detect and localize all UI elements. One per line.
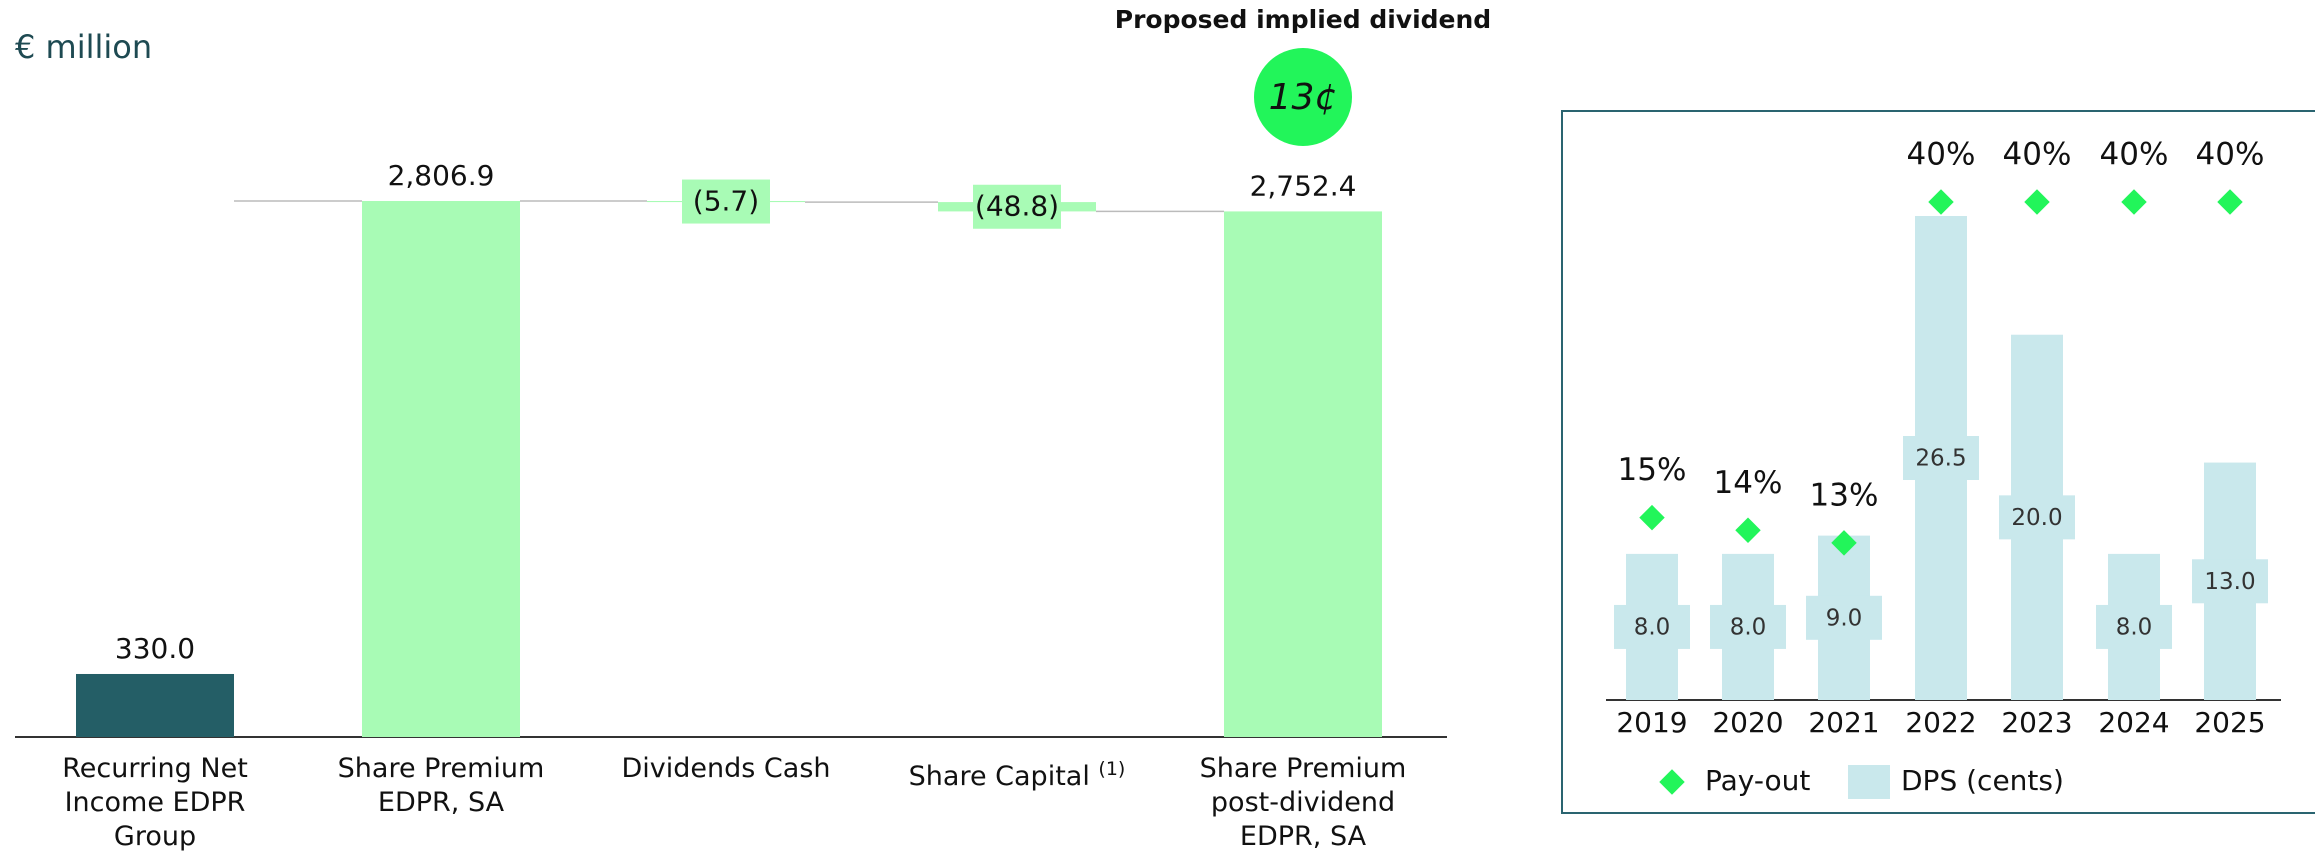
label-box: [2192, 559, 2268, 604]
label-box: [1903, 436, 1979, 480]
data-label: 13%: [1810, 477, 1879, 513]
x-tick-label: Share Premium post-dividend EDPR, SA: [1183, 752, 1423, 854]
data-label: 14%: [1714, 465, 1783, 501]
x-tick-label: 2024: [2098, 706, 2169, 739]
data-label: 20.0: [2011, 505, 2062, 531]
data-label: 26.5: [1915, 446, 1966, 472]
label-box: [1710, 604, 1786, 649]
data-label: 9.0: [1826, 605, 1863, 631]
x-tick-text: Share Capital: [908, 761, 1090, 792]
x-tick-text: Recurring Net Income EDPR Group: [62, 753, 248, 852]
x-tick-label: 2025: [2194, 706, 2265, 739]
legend-label: DPS (cents): [1901, 764, 2064, 797]
panel-border: [1561, 110, 2315, 814]
label-box: [1806, 595, 1882, 640]
marker: [1735, 517, 1761, 543]
data-label: 40%: [1907, 137, 1976, 173]
x-tick-text: Share Premium post-dividend EDPR, SA: [1199, 753, 1407, 852]
x-tick-label: Share Premium EDPR, SA: [321, 752, 561, 820]
x-tick-text: Share Premium EDPR, SA: [337, 753, 545, 818]
bubble-label: 13¢: [1269, 77, 1338, 118]
label-box: [1614, 604, 1690, 649]
label-box: [682, 179, 770, 224]
data-label: 13.0: [2204, 569, 2255, 595]
annotation: Proposed implied dividend: [1115, 5, 1491, 34]
label-box: [973, 184, 1061, 229]
data-label: (5.7): [693, 185, 759, 218]
x-tick-label: 2020: [1712, 706, 1783, 739]
data-label: 40%: [2003, 137, 2072, 173]
legend-marker: [1659, 769, 1685, 795]
chart-title: € million: [15, 28, 152, 66]
label-box: [1999, 495, 2075, 540]
x-tick-label: 2022: [1905, 706, 1976, 739]
marker: [2024, 189, 2050, 215]
bar: [362, 201, 520, 737]
legend-swatch: [1848, 765, 1890, 799]
x-tick-label: 2021: [1808, 706, 1879, 739]
footnote: (1): [1098, 758, 1126, 780]
data-label: 2,806.9: [388, 159, 495, 192]
bubble: [1254, 48, 1352, 146]
data-label: (48.8): [975, 190, 1059, 223]
data-label: 330.0: [115, 632, 195, 665]
bar: [1224, 211, 1382, 737]
x-tick-label: 2019: [1616, 706, 1687, 739]
x-tick-label: Recurring Net Income EDPR Group: [35, 752, 275, 854]
data-label: 15%: [1618, 452, 1687, 488]
bar: [76, 673, 234, 737]
marker: [2217, 189, 2243, 215]
label-box: [2096, 604, 2172, 649]
data-label: 2,752.4: [1250, 169, 1357, 202]
data-label: 8.0: [2116, 614, 2153, 640]
x-tick-label: Dividends Cash: [606, 752, 846, 786]
x-tick-label: Share Capital (1): [897, 752, 1137, 794]
data-label: 8.0: [1730, 614, 1767, 640]
legend-label: Pay-out: [1705, 764, 1810, 797]
data-label: 40%: [2100, 137, 2169, 173]
data-label: 8.0: [1634, 614, 1671, 640]
marker: [2121, 189, 2147, 215]
marker: [1639, 504, 1665, 531]
marker: [1928, 189, 1954, 215]
x-tick-label: 2023: [2001, 706, 2072, 739]
x-tick-text: Dividends Cash: [621, 753, 831, 784]
data-label: 40%: [2196, 137, 2265, 173]
